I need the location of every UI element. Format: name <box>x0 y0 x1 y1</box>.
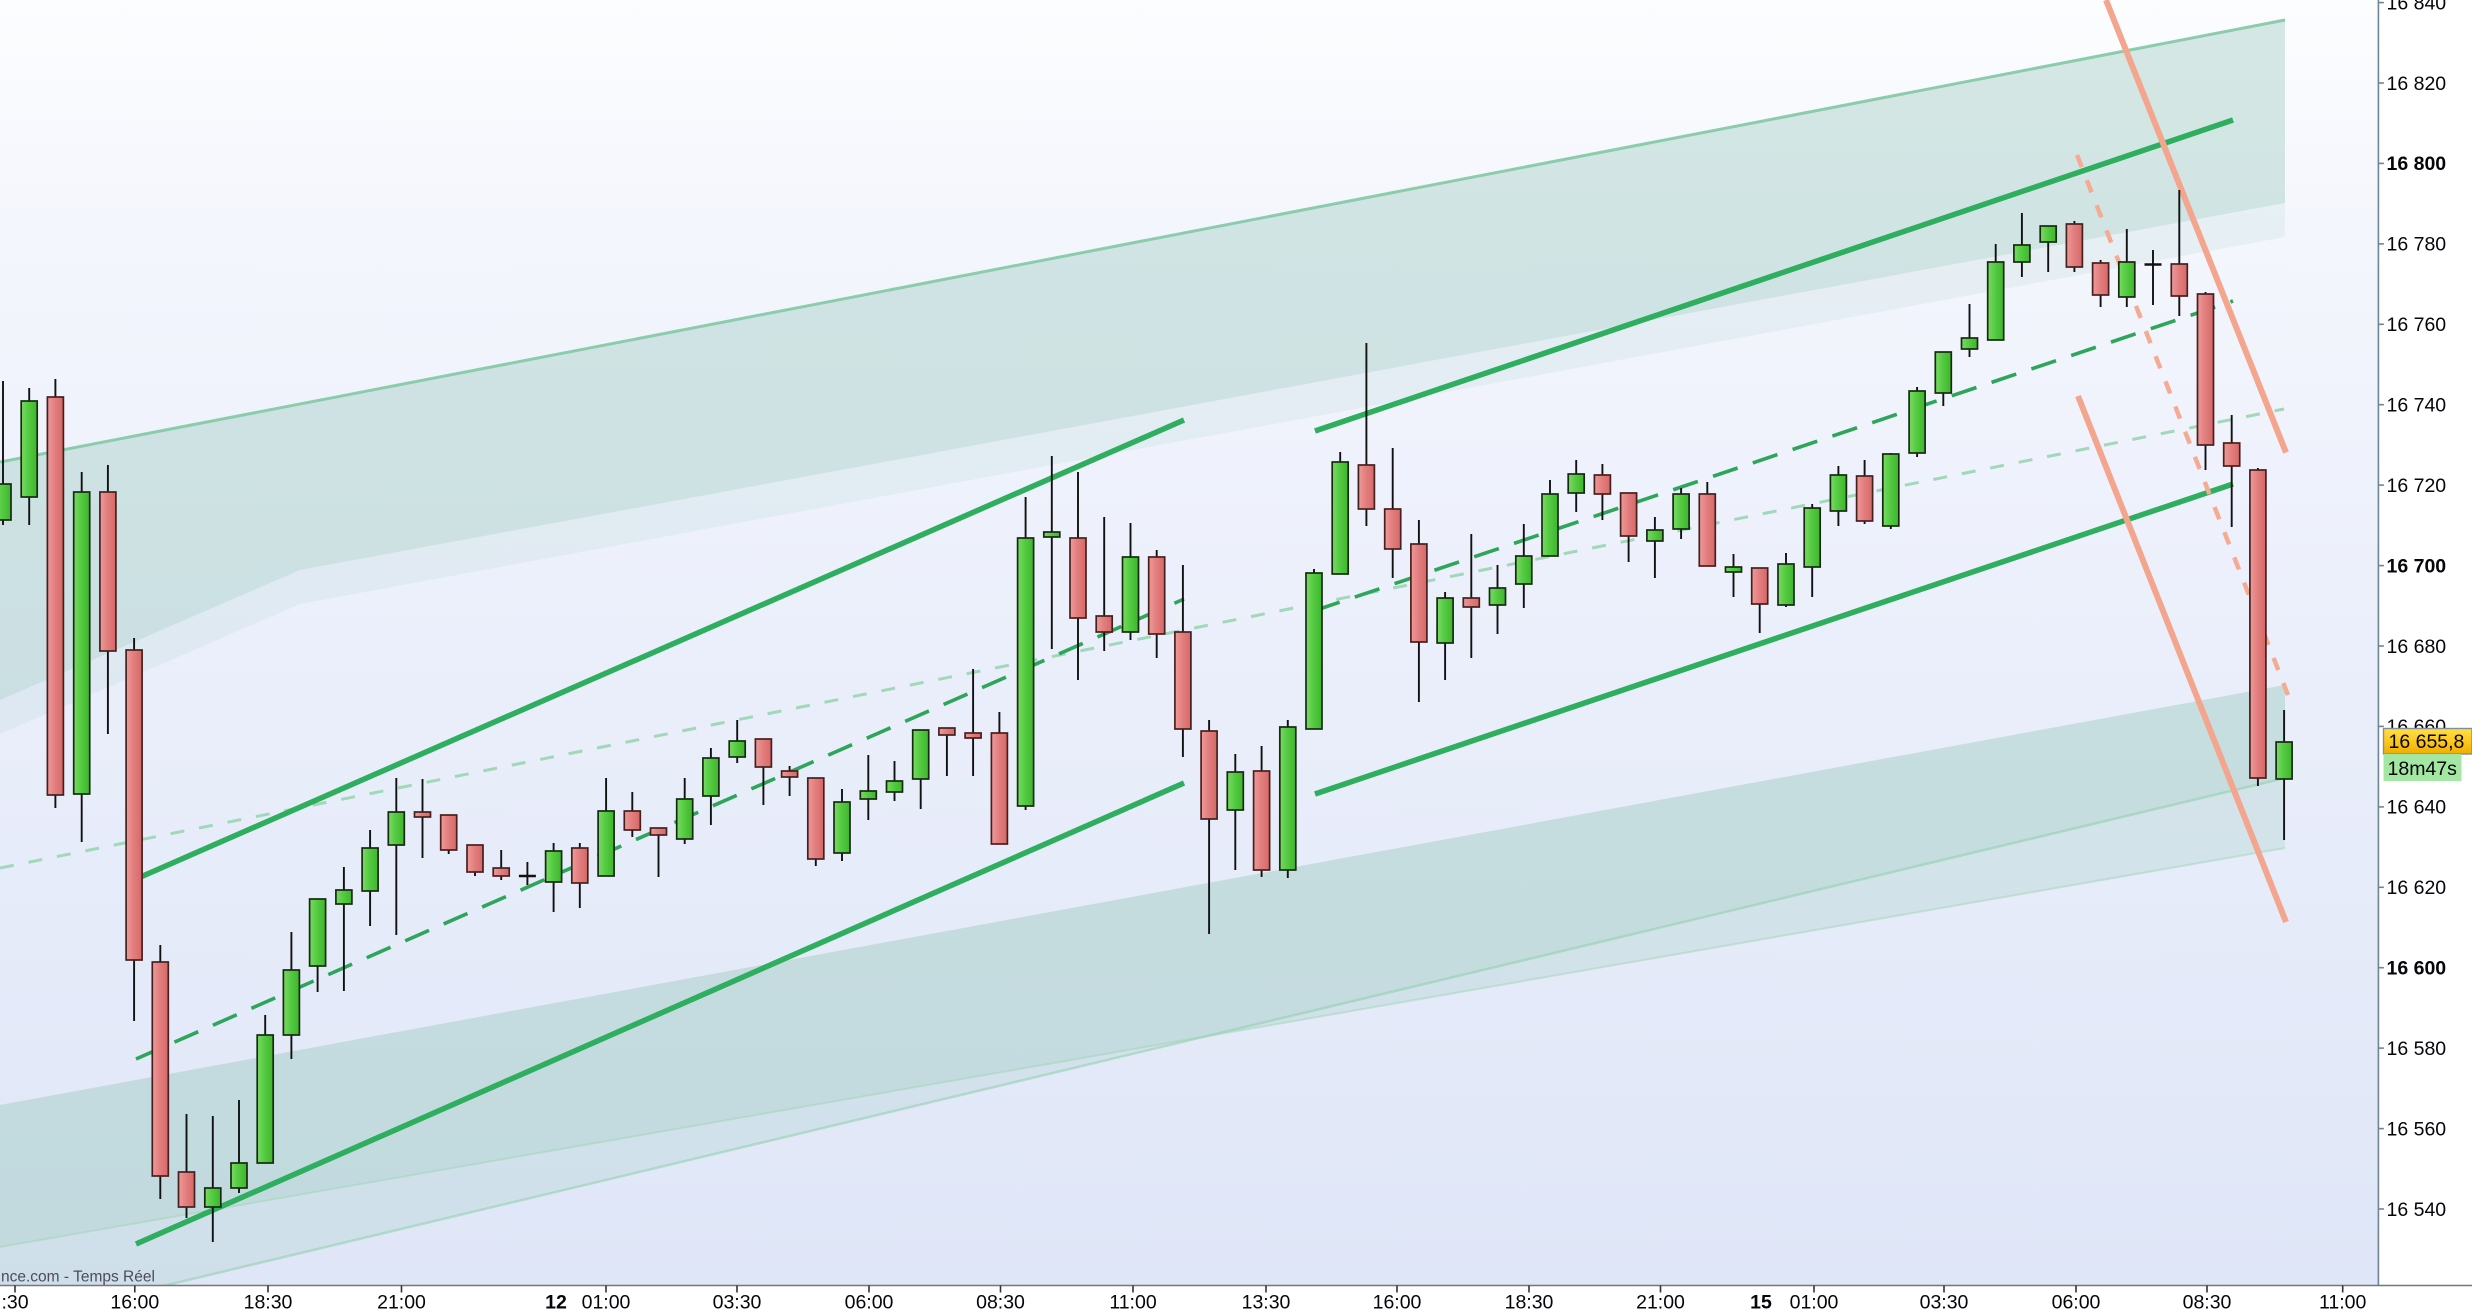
svg-text:16 780: 16 780 <box>2387 234 2447 256</box>
svg-text:16 840: 16 840 <box>2387 0 2447 14</box>
svg-text:16 680: 16 680 <box>2387 636 2447 658</box>
svg-text:16 640: 16 640 <box>2387 797 2447 819</box>
svg-text:16 720: 16 720 <box>2387 475 2447 497</box>
svg-text:16 655,8: 16 655,8 <box>2389 731 2465 753</box>
svg-text:11:00: 11:00 <box>2319 1292 2367 1314</box>
svg-text:18:30: 18:30 <box>244 1292 293 1314</box>
svg-text:06:00: 06:00 <box>845 1292 894 1314</box>
svg-text:18m47s: 18m47s <box>2388 758 2458 780</box>
svg-text:15: 15 <box>1750 1292 1772 1314</box>
svg-text:03:30: 03:30 <box>1920 1292 1969 1314</box>
svg-text:08:30: 08:30 <box>2183 1292 2232 1314</box>
svg-text:03:30: 03:30 <box>713 1292 762 1314</box>
svg-text:08:30: 08:30 <box>976 1292 1025 1314</box>
svg-text:06:00: 06:00 <box>2052 1292 2101 1314</box>
svg-text::30: :30 <box>1 1292 28 1314</box>
svg-text:12: 12 <box>545 1292 567 1314</box>
svg-text:16:00: 16:00 <box>110 1292 159 1314</box>
svg-text:16:00: 16:00 <box>1373 1292 1422 1314</box>
svg-text:21:00: 21:00 <box>377 1292 426 1314</box>
svg-text:16 620: 16 620 <box>2387 877 2447 899</box>
svg-text:16 760: 16 760 <box>2387 314 2447 336</box>
svg-text:13:30: 13:30 <box>1242 1292 1291 1314</box>
svg-text:11:00: 11:00 <box>1109 1292 1157 1314</box>
svg-text:18:30: 18:30 <box>1505 1292 1554 1314</box>
svg-text:16 600: 16 600 <box>2387 958 2447 980</box>
svg-text:nce.com - Temps Réel: nce.com - Temps Réel <box>1 1269 155 1286</box>
svg-text:16 820: 16 820 <box>2387 73 2447 95</box>
svg-text:21:00: 21:00 <box>1636 1292 1685 1314</box>
svg-text:16 580: 16 580 <box>2387 1038 2447 1060</box>
svg-text:01:00: 01:00 <box>1790 1292 1839 1314</box>
svg-text:16 540: 16 540 <box>2387 1199 2447 1221</box>
svg-text:16 700: 16 700 <box>2387 555 2447 577</box>
svg-text:16 740: 16 740 <box>2387 395 2447 417</box>
svg-text:01:00: 01:00 <box>582 1292 631 1314</box>
svg-text:16 800: 16 800 <box>2387 153 2447 175</box>
svg-text:16 560: 16 560 <box>2387 1118 2447 1140</box>
